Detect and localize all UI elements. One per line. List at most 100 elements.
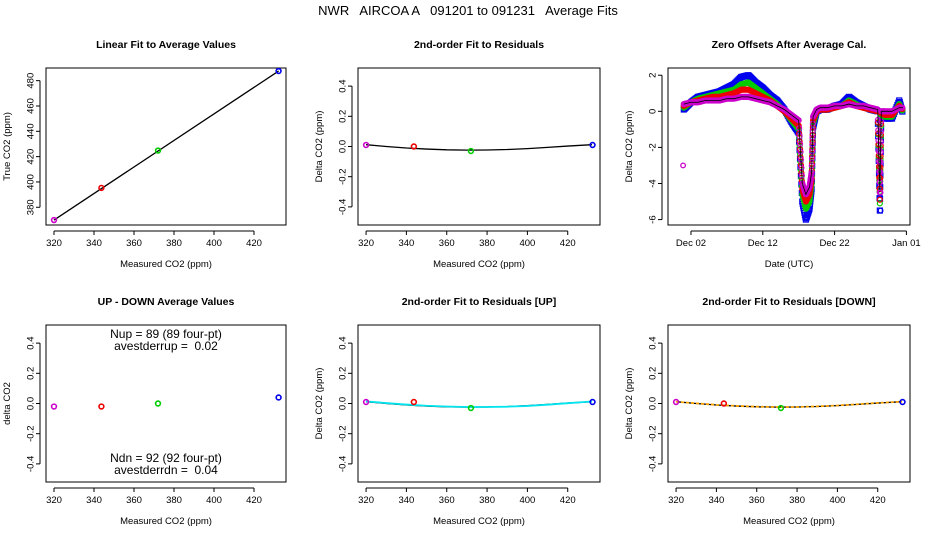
y-tick-label: -0.2 (338, 426, 349, 442)
x-tick-label: 360 (749, 495, 765, 506)
y-tick-label: 0.2 (338, 367, 349, 380)
x-tick-label: 340 (398, 238, 414, 249)
x-tick-label: Jan 01 (892, 238, 921, 249)
x-tick-label: 340 (708, 495, 724, 506)
plot-area (50, 68, 282, 224)
y-axis-label: delta CO2 (2, 382, 13, 425)
data-point-purple (50, 216, 58, 224)
x-tick-label: 340 (398, 495, 414, 506)
panel-p4: UP - DOWN Average Values 320 340 360 380 400 4… (2, 296, 287, 527)
x-tick-label: 320 (358, 238, 374, 249)
x-tick-label: 420 (870, 495, 886, 506)
y-tick-label: 0.0 (648, 397, 659, 410)
plot-area (362, 141, 596, 155)
x-tick-label: 360 (126, 238, 142, 249)
fit-line-black (53, 70, 279, 221)
x-tick-label: Dec 22 (820, 238, 850, 249)
y-tick-label: -0.2 (648, 426, 659, 442)
x-axis-label: Measured CO2 (ppm) (120, 259, 212, 270)
y-tick-label: -0.4 (338, 199, 349, 215)
panel-title: 2nd-order Fit to Residuals (414, 39, 544, 51)
data-point-purple (362, 398, 370, 406)
panel-title: Zero Offsets After Average Cal. (712, 39, 867, 51)
y-tick-label: 0.0 (26, 397, 37, 410)
y-tick-label: 0.0 (338, 397, 349, 410)
data-point-red (410, 143, 418, 150)
y-tick-label: 0.0 (338, 140, 349, 153)
series-purple (680, 93, 906, 198)
fit-line-black (366, 144, 592, 151)
y-tick-label: 420 (26, 149, 37, 165)
panel-p6: 2nd-order Fit to Residuals [DOWN] 320 340 3… (624, 296, 911, 527)
y-tick-label: 460 (26, 98, 37, 114)
data-point-green (467, 404, 475, 412)
x-tick-label: Dec 02 (676, 238, 706, 249)
data-point-blue (899, 398, 906, 406)
y-tick-label: 0 (648, 109, 659, 114)
x-axis-label: Measured CO2 (ppm) (743, 516, 835, 527)
x-tick-label: 320 (358, 495, 374, 506)
data-point-red (720, 400, 728, 407)
y-tick-label: -0.2 (338, 169, 349, 185)
plot-frame (45, 67, 287, 226)
x-tick-label: 400 (519, 238, 535, 249)
x-tick-label: 360 (126, 495, 142, 506)
data-point-green (154, 400, 162, 407)
plot-frame (357, 324, 601, 483)
x-tick-label: 420 (560, 495, 576, 506)
data-point-purple (672, 398, 680, 406)
panel-title: 2nd-order Fit to Residuals [DOWN] (702, 296, 875, 308)
y-tick-label: 0.4 (338, 80, 349, 93)
y-axis-label: Delta CO2 (ppm) (314, 111, 325, 183)
y-tick-label: 380 (26, 199, 37, 215)
x-tick-label: 380 (479, 495, 495, 506)
plot-frame (357, 67, 601, 226)
y-tick-label: -6 (648, 215, 659, 223)
panel-title: UP - DOWN Average Values (98, 296, 235, 308)
y-tick-label: 0.4 (648, 337, 659, 350)
y-tick-label: -4 (648, 179, 659, 187)
data-point-blue (589, 141, 596, 149)
annotation: Nup = 89 (89 four-pt) (110, 327, 222, 341)
extra-point (877, 189, 884, 196)
x-tick-label: 400 (206, 495, 222, 506)
panel-p2: 2nd-order Fit to Residuals 320 340 360 380 40… (314, 39, 601, 270)
x-tick-label: 320 (668, 495, 684, 506)
x-axis-label: Measured CO2 (ppm) (433, 516, 525, 527)
panel-p3: Zero Offsets After Average Cal. Dec 02 Dec… (624, 39, 921, 270)
x-tick-label: 360 (439, 495, 455, 506)
series-trace (683, 96, 903, 196)
y-tick-label: 440 (26, 123, 37, 139)
data-point-red (98, 403, 105, 410)
series-red (680, 86, 906, 205)
x-tick-label: 380 (789, 495, 805, 506)
x-tick-label: 420 (246, 495, 262, 506)
extra-point (680, 162, 687, 169)
panel-title: 2nd-order Fit to Residuals [UP] (402, 296, 557, 308)
plot-area (50, 394, 282, 410)
x-tick-label: 320 (46, 238, 62, 249)
annotation: Ndn = 92 (92 four-pt) (110, 451, 222, 465)
y-tick-label: -0.4 (26, 456, 37, 472)
plot-frame (667, 67, 911, 226)
extra-point (877, 207, 884, 214)
y-tick-label: 0.2 (338, 110, 349, 123)
data-point-purple (50, 403, 58, 410)
data-point-blue (275, 68, 282, 75)
fit-line-orange (675, 400, 902, 408)
x-axis-label: Measured CO2 (ppm) (433, 259, 525, 270)
x-tick-label: 420 (560, 238, 576, 249)
plot-area (680, 72, 906, 223)
data-point-purple (362, 141, 370, 149)
data-point-green (777, 404, 785, 412)
x-tick-label: 400 (519, 495, 535, 506)
plot-area (672, 398, 906, 412)
x-tick-label: 340 (86, 495, 102, 506)
y-tick-label: 0.4 (338, 337, 349, 350)
y-tick-label: 0.2 (648, 367, 659, 380)
y-tick-label: -0.2 (26, 426, 37, 442)
y-tick-label: 0.4 (26, 337, 37, 350)
annotation: avestderrup = 0.02 (114, 339, 218, 353)
x-tick-label: 380 (166, 238, 182, 249)
y-axis-label: Delta CO2 (ppm) (314, 368, 325, 440)
